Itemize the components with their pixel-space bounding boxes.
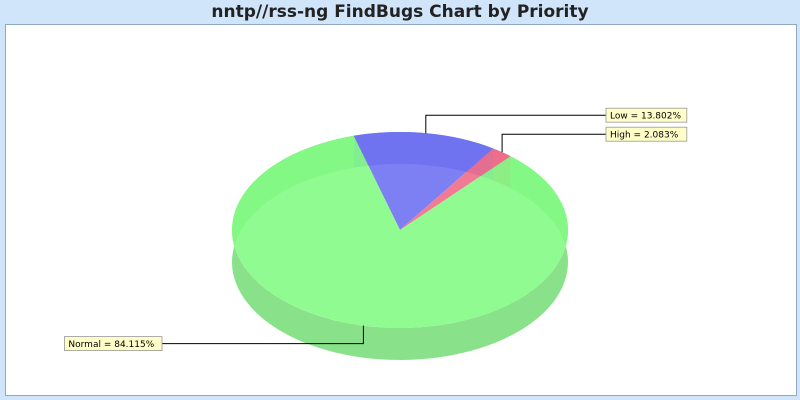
slice-low xyxy=(353,132,494,230)
pie-labels: Low = 13.802% High = 2.083% Normal = 84.11… xyxy=(64,107,688,352)
label-low: Low = 13.802% xyxy=(610,112,681,122)
chart-title: nntp//rss-ng FindBugs Chart by Priority xyxy=(211,2,589,22)
label-box-high xyxy=(605,126,688,142)
leader-low xyxy=(425,114,606,134)
pie-tops xyxy=(232,132,569,328)
leader-normal xyxy=(162,325,364,345)
label-high: High = 2.083% xyxy=(610,131,679,141)
label-box-low xyxy=(605,107,688,123)
slice-normal xyxy=(232,135,569,328)
leader-high xyxy=(501,133,606,153)
label-box-normal xyxy=(64,336,163,352)
slice-high xyxy=(400,148,511,230)
label-normal: Normal = 84.115% xyxy=(68,340,154,350)
